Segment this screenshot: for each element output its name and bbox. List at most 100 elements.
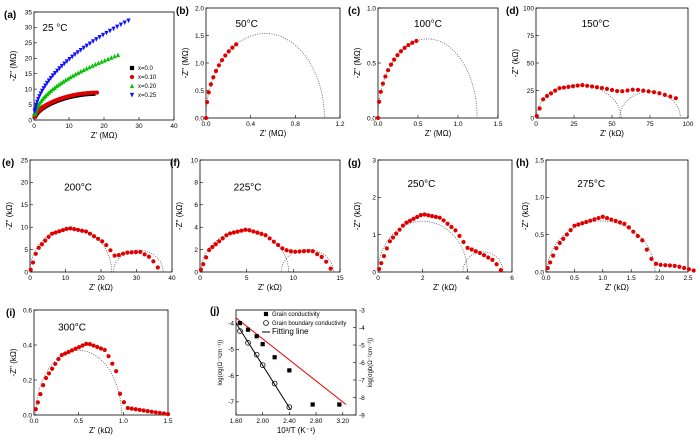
data-point xyxy=(280,246,285,251)
data-point xyxy=(118,22,124,28)
y-axis-label: -Z'' (kΩ) xyxy=(353,202,362,230)
data-point xyxy=(553,88,558,93)
legend: Grain conductivity Grain boundary conduct… xyxy=(262,311,346,336)
grain-point xyxy=(287,368,292,373)
data-point xyxy=(315,251,320,257)
data-point xyxy=(46,78,52,83)
data-point xyxy=(63,77,68,83)
data-point xyxy=(43,238,48,243)
grain-point xyxy=(237,321,243,326)
panel-label: (e) xyxy=(2,158,14,169)
data-point xyxy=(494,262,499,267)
data-point xyxy=(667,263,673,268)
data-point xyxy=(48,88,53,93)
x-tick-label: 0 xyxy=(28,275,32,282)
data-point xyxy=(404,220,409,225)
data-points xyxy=(198,227,333,272)
x-tick-label: 100 xyxy=(683,121,694,128)
grain-point xyxy=(310,402,315,407)
data-point xyxy=(63,351,68,356)
data-point xyxy=(644,247,649,252)
data-point xyxy=(114,369,119,374)
data-point xyxy=(104,30,109,36)
x-tick-label: 10 xyxy=(65,123,73,130)
data-point xyxy=(66,349,71,355)
y-axis-label: -Z'' (kΩ) xyxy=(511,49,520,77)
data-point xyxy=(561,85,566,90)
x-axis-label: 10³/T (K⁻¹) xyxy=(277,426,316,435)
data-point xyxy=(384,246,389,251)
data-point xyxy=(108,248,113,253)
data-point xyxy=(52,70,58,76)
x-axis-label: Z' (MΩ) xyxy=(425,129,452,138)
y-axis-label: -Z'' (kΩ) xyxy=(521,202,530,230)
data-point xyxy=(73,346,78,351)
panel-label: (g) xyxy=(348,158,361,169)
data-point xyxy=(554,246,559,251)
y-tick-label-right: -5 xyxy=(359,342,365,349)
panel-c: 0.0 0.5 1.0 1.5 0.0 0.5 1.0 (c) Z' (MΩ) -Z'' (MΩ)… xyxy=(348,5,503,138)
y-tick-label: 15 xyxy=(21,202,29,209)
panel-f: 0 5 10 15 0 2 4 6 8 10 (f) Z' (kΩ) -Z'' (kΩ) 225°C xyxy=(170,157,344,292)
data-point xyxy=(157,410,162,416)
data-point xyxy=(100,32,106,38)
data-point xyxy=(534,113,539,119)
data-point xyxy=(115,52,121,58)
y-tick-label: 100 xyxy=(523,5,534,12)
legend-entry: Fitting line xyxy=(272,327,309,336)
x-tick-label: 10 xyxy=(62,275,70,282)
data-point xyxy=(378,89,383,94)
x-tick-label: 0.4 xyxy=(246,121,255,128)
data-point xyxy=(626,225,631,230)
data-point xyxy=(142,252,147,257)
y-tick-label-left: -5 xyxy=(228,347,234,354)
data-point xyxy=(630,87,635,92)
data-point xyxy=(402,45,407,51)
data-point xyxy=(81,67,86,73)
grain-point xyxy=(337,402,342,407)
fit-semicircle xyxy=(280,248,334,273)
x-tick-label: 15 xyxy=(336,275,344,282)
data-point xyxy=(64,59,70,64)
data-point xyxy=(426,213,431,218)
data-point xyxy=(87,41,93,47)
y-tick-label: 5 xyxy=(28,102,32,109)
data-point xyxy=(133,407,138,412)
data-point xyxy=(53,230,58,235)
data-point xyxy=(122,20,127,26)
data-point xyxy=(68,226,73,231)
data-point xyxy=(376,99,382,104)
data-point xyxy=(105,56,111,62)
y-tick-label: 50 xyxy=(527,60,535,67)
data-point xyxy=(615,88,620,94)
data-point xyxy=(67,56,72,62)
data-point xyxy=(387,239,392,244)
data-point xyxy=(377,266,382,272)
data-point xyxy=(100,239,105,244)
data-point xyxy=(117,391,123,396)
data-point xyxy=(203,115,209,121)
data-point xyxy=(682,265,687,271)
grain-boundary-fit-line xyxy=(235,322,292,411)
data-point xyxy=(153,410,158,415)
data-point xyxy=(407,218,413,223)
data-point xyxy=(48,75,53,81)
data-point xyxy=(243,227,248,232)
data-point xyxy=(65,76,71,81)
data-point xyxy=(220,236,225,241)
y-tick-label: 2 xyxy=(372,195,376,202)
data-point xyxy=(594,85,600,90)
data-point xyxy=(56,82,61,87)
y-axis-label-right: log(σgb(Ω⁻¹cm⁻¹)) xyxy=(368,338,374,387)
data-point xyxy=(49,231,55,236)
data-point xyxy=(79,228,85,233)
plot-frame xyxy=(33,309,169,416)
data-point xyxy=(653,261,659,266)
x-axis-label: Z' (kΩ) xyxy=(89,283,113,292)
legend-marker xyxy=(129,83,135,89)
data-point xyxy=(641,88,646,93)
data-point xyxy=(609,217,614,222)
x-tick-label: 0.0 xyxy=(373,121,382,128)
y-tick-label: 10 xyxy=(191,157,199,164)
data-point xyxy=(410,40,415,45)
